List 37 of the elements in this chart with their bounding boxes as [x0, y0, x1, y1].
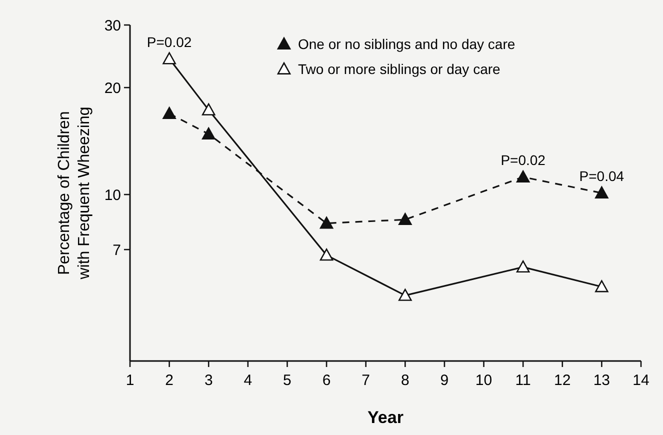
x-tick-label: 7	[362, 372, 370, 389]
x-tick-label: 1	[126, 372, 134, 389]
annotation: P=0.02	[500, 152, 546, 168]
point	[398, 288, 412, 301]
point	[595, 186, 608, 198]
y-axis-title: Percentage of Children with Frequent Wheezing	[56, 106, 93, 280]
point	[162, 52, 176, 64]
point	[202, 127, 216, 140]
legend-label: Two or more siblings or day care	[298, 60, 501, 77]
x-tick-label: 10	[475, 372, 492, 389]
x-tick-label: 13	[593, 372, 610, 389]
y-tick-label: 30	[104, 17, 121, 34]
x-axis-title: Year	[368, 408, 404, 427]
point	[162, 106, 176, 120]
point	[320, 248, 334, 261]
x-tick-label: 4	[244, 372, 252, 389]
y-tick-label: 7	[112, 242, 121, 259]
x-tick-label: 12	[554, 372, 571, 389]
x-tick-label: 14	[632, 372, 650, 389]
legend-label: One or no siblings and no day care	[298, 36, 516, 52]
x-tick-label: 9	[440, 372, 449, 389]
x-tick-label: 8	[400, 372, 410, 389]
x-tick-label: 6	[322, 372, 331, 389]
point	[595, 280, 608, 292]
y-tick-label: 10	[104, 186, 121, 204]
point	[320, 216, 334, 229]
point	[202, 103, 216, 116]
annotation: P=0.02	[146, 34, 192, 50]
annotation: P=0.04	[579, 168, 624, 184]
x-tick-label: 11	[515, 372, 531, 389]
x-tick-label: 5	[283, 372, 292, 389]
point	[398, 212, 412, 226]
point	[516, 260, 530, 273]
x-tick-label: 3	[204, 372, 213, 389]
point	[516, 170, 530, 182]
x-tick-label: 2	[165, 372, 174, 389]
y-tick-label: 20	[104, 80, 121, 97]
